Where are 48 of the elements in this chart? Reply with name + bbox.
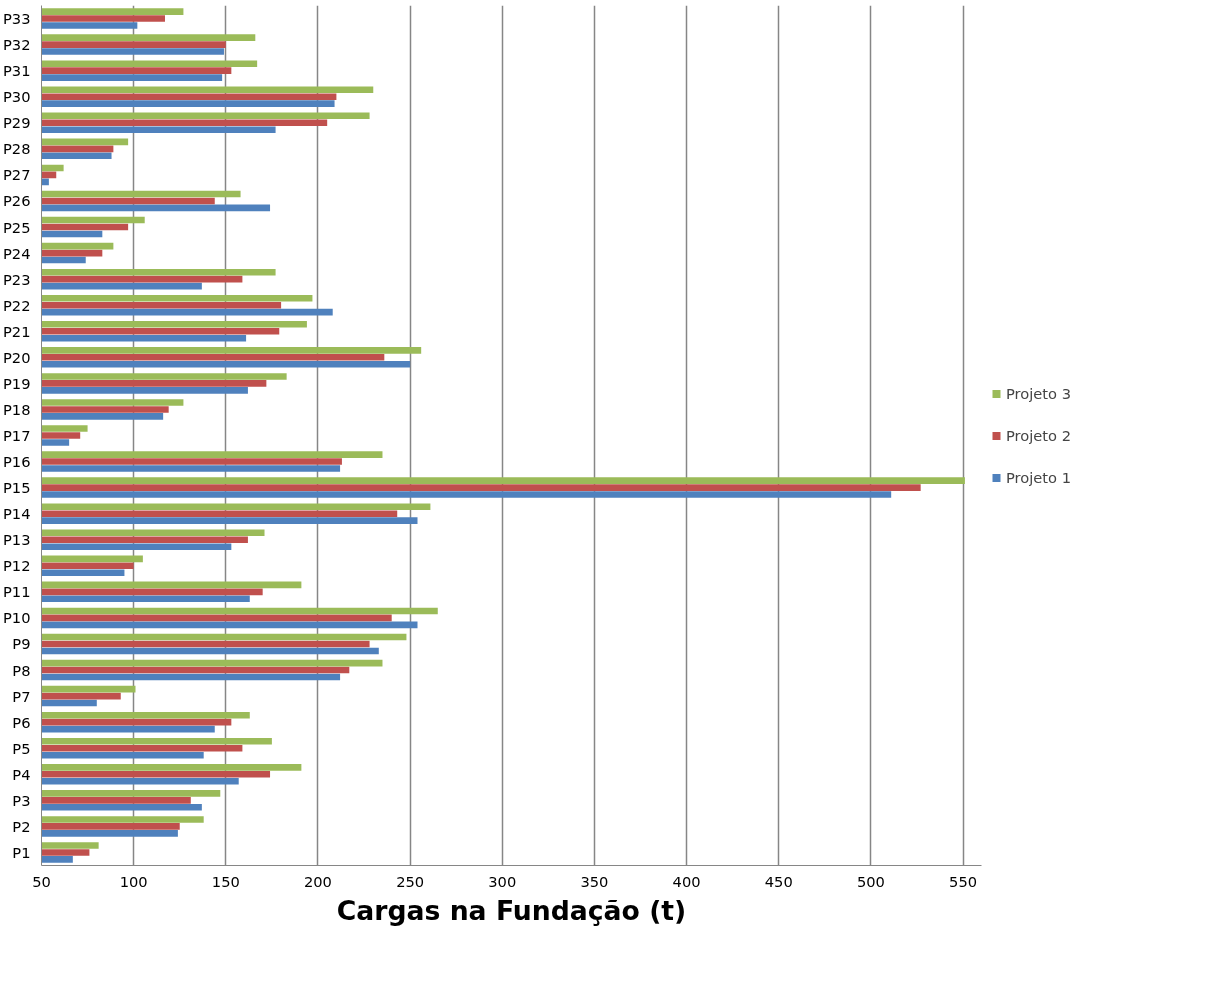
y-tick-label: P27 bbox=[3, 166, 31, 184]
x-tick-label: 250 bbox=[396, 872, 425, 890]
y-tick-label: P17 bbox=[3, 427, 31, 444]
x-tick-label: 100 bbox=[119, 872, 148, 890]
x-tick-label: 150 bbox=[211, 872, 240, 890]
y-tick-label: P22 bbox=[3, 296, 31, 314]
x-tick-label: 450 bbox=[764, 872, 793, 890]
x-axis-title: Cargas na Fundação (t) bbox=[336, 894, 687, 926]
y-tick-label: P2 bbox=[12, 817, 31, 835]
y-tick-label: P26 bbox=[3, 192, 31, 210]
y-tick-label: P32 bbox=[3, 36, 31, 54]
x-tick-label: 300 bbox=[488, 872, 517, 890]
x-tick-label: 350 bbox=[580, 872, 609, 890]
legend-label: Projeto 2 bbox=[1006, 426, 1072, 444]
y-tick-label: P8 bbox=[12, 661, 31, 679]
y-tick-label: P5 bbox=[12, 739, 31, 757]
y-tick-label: P23 bbox=[3, 270, 31, 288]
y-tick-label: P30 bbox=[3, 88, 31, 106]
y-tick-label: P24 bbox=[3, 244, 31, 262]
y-tick-label: P12 bbox=[3, 557, 31, 575]
x-tick-label: 500 bbox=[856, 872, 885, 890]
y-tick-label: P15 bbox=[3, 479, 31, 497]
y-tick-label: P11 bbox=[3, 583, 31, 601]
y-tick-label: P25 bbox=[3, 218, 31, 236]
y-tick-label: P10 bbox=[3, 609, 31, 627]
y-tick-label: P21 bbox=[3, 322, 31, 340]
x-tick-label: 200 bbox=[303, 872, 332, 890]
y-tick-label: P1 bbox=[12, 843, 31, 861]
legend-label: Projeto 1 bbox=[1006, 468, 1072, 486]
y-tick-label: P28 bbox=[3, 140, 31, 158]
y-tick-label: P14 bbox=[3, 505, 31, 523]
y-tick-label: P20 bbox=[3, 348, 31, 366]
y-tick-label: P3 bbox=[12, 791, 31, 809]
y-tick-label: P31 bbox=[3, 62, 31, 80]
x-tick-label: 550 bbox=[949, 872, 978, 890]
y-tick-label: P4 bbox=[12, 765, 31, 783]
y-tick-label: P6 bbox=[12, 713, 31, 731]
x-tick-label: 50 bbox=[32, 872, 51, 890]
y-tick-label: P16 bbox=[3, 453, 31, 471]
x-tick-label: 400 bbox=[672, 872, 701, 890]
legend-label: Projeto 3 bbox=[1006, 384, 1072, 402]
y-tick-label: P29 bbox=[3, 114, 31, 132]
y-tick-label: P13 bbox=[3, 531, 31, 549]
y-tick-label: P7 bbox=[12, 687, 31, 705]
y-tick-label: P19 bbox=[3, 374, 31, 392]
y-tick-label: P33 bbox=[3, 10, 31, 28]
y-tick-label: P18 bbox=[3, 400, 31, 418]
y-tick-label: P9 bbox=[12, 635, 31, 653]
